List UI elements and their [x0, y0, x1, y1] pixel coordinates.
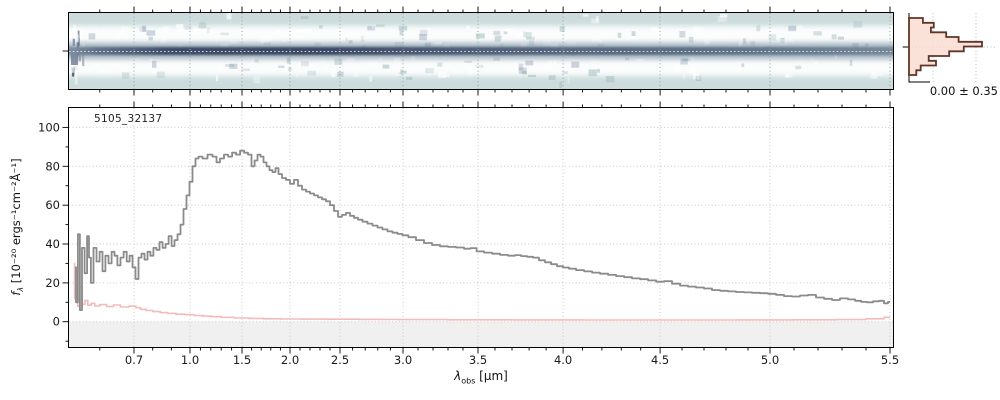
y-tick-label: 80 — [45, 159, 60, 173]
y-tick-label: 60 — [45, 198, 60, 212]
y-axis-unit: [10⁻²⁰ ergs⁻¹cm⁻²Å⁻¹] — [8, 158, 23, 287]
x-tick-label: 0.7 — [125, 353, 143, 367]
x-axis-label: λobs [μm] — [69, 369, 893, 385]
x-tick-label: 5.0 — [761, 353, 779, 367]
x-gridlines — [133, 108, 891, 347]
y-tick-label: 0 — [53, 315, 60, 329]
uncertainty-curve — [73, 262, 890, 321]
x-tick-label: 4.5 — [651, 353, 669, 367]
x-axis-symbol: λ — [454, 369, 462, 383]
x-tick-label: 3.0 — [394, 353, 412, 367]
spectrum-2d-image — [69, 13, 893, 89]
y-axis-label: fλ [10⁻²⁰ ergs⁻¹cm⁻²Å⁻¹] — [9, 158, 25, 295]
x-axis-subscript: obs — [461, 376, 476, 386]
spectrum-2d-panel — [68, 12, 894, 90]
y-axis-symbol: f — [8, 291, 23, 296]
x-tick-label: 3.5 — [469, 353, 487, 367]
lower-residual-band — [69, 59, 893, 76]
y-axis-subscript: λ — [16, 286, 26, 292]
y-gridlines — [69, 126, 893, 323]
y-tick-label: 100 — [38, 120, 60, 134]
x-tick-label: 2.0 — [281, 353, 299, 367]
below-zero-shade — [69, 321, 893, 347]
x-tick-label: 2.5 — [331, 353, 349, 367]
x-tick-label: 1.0 — [181, 353, 199, 367]
histogram-panel — [902, 13, 997, 83]
histogram-stats-label: 0.00 ± 0.35 — [929, 84, 998, 98]
x-tick-label: 5.5 — [881, 353, 899, 367]
flux-curve — [75, 149, 890, 311]
spectrum-1d-plot — [69, 108, 893, 347]
source-id-label: 5105_32137 — [94, 113, 163, 125]
main-plot-panel — [68, 107, 894, 348]
x-tick-label: 4.0 — [554, 353, 572, 367]
x-tick-label: 1.5 — [233, 353, 251, 367]
y-tick-label: 40 — [45, 237, 60, 251]
residual-histogram-bars — [908, 17, 983, 76]
y-tick-label: 20 — [45, 276, 60, 290]
x-axis-unit: [μm] — [475, 369, 508, 383]
